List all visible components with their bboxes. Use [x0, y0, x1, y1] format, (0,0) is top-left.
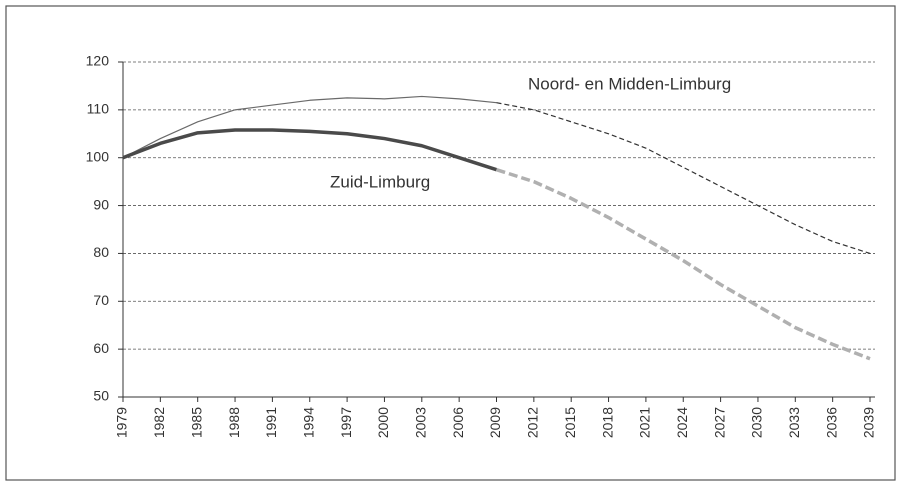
y-tick-label: 100 [86, 148, 110, 164]
x-tick-label: 2036 [823, 407, 839, 438]
x-tick-label: 2033 [786, 407, 802, 438]
x-tick-label: 1988 [226, 407, 242, 438]
x-tick-label: 1979 [114, 407, 130, 438]
series-label: Noord- en Midden-Limburg [528, 74, 731, 93]
series-label: Zuid-Limburg [330, 172, 430, 191]
x-tick-label: 1991 [263, 407, 279, 438]
line-observed [122, 128, 498, 172]
x-tick-label: 2015 [562, 407, 578, 438]
y-tick-label: 70 [93, 292, 109, 308]
x-tick-label: 2021 [637, 407, 653, 438]
x-tick-label: 2006 [450, 407, 466, 438]
line-projection [496, 102, 871, 255]
x-tick-label: 2012 [525, 407, 541, 438]
x-tick-label: 2000 [375, 407, 391, 438]
line-observed [122, 95, 497, 159]
y-tick-label: 50 [93, 388, 109, 404]
x-tick-label: 2030 [749, 407, 765, 438]
y-tick-label: 110 [87, 101, 110, 117]
x-tick-label: 2039 [861, 407, 877, 438]
x-tick-label: 1994 [300, 407, 316, 438]
x-tick-label: 2027 [711, 407, 727, 438]
y-tick-label: 120 [86, 53, 110, 69]
x-tick-label: 2009 [487, 407, 503, 438]
frame [5, 5, 896, 481]
y-tick-label: 60 [93, 340, 109, 356]
y-tick-label: 80 [93, 244, 109, 260]
x-tick-label: 1997 [338, 407, 354, 438]
y-tick-label: 90 [93, 196, 109, 212]
line-projection [495, 168, 871, 361]
x-tick-label: 1982 [151, 407, 167, 438]
x-tick-label: 2024 [674, 407, 690, 438]
x-tick-label: 2003 [413, 407, 429, 438]
x-tick-label: 1985 [188, 407, 204, 438]
x-tick-label: 2018 [599, 407, 615, 438]
